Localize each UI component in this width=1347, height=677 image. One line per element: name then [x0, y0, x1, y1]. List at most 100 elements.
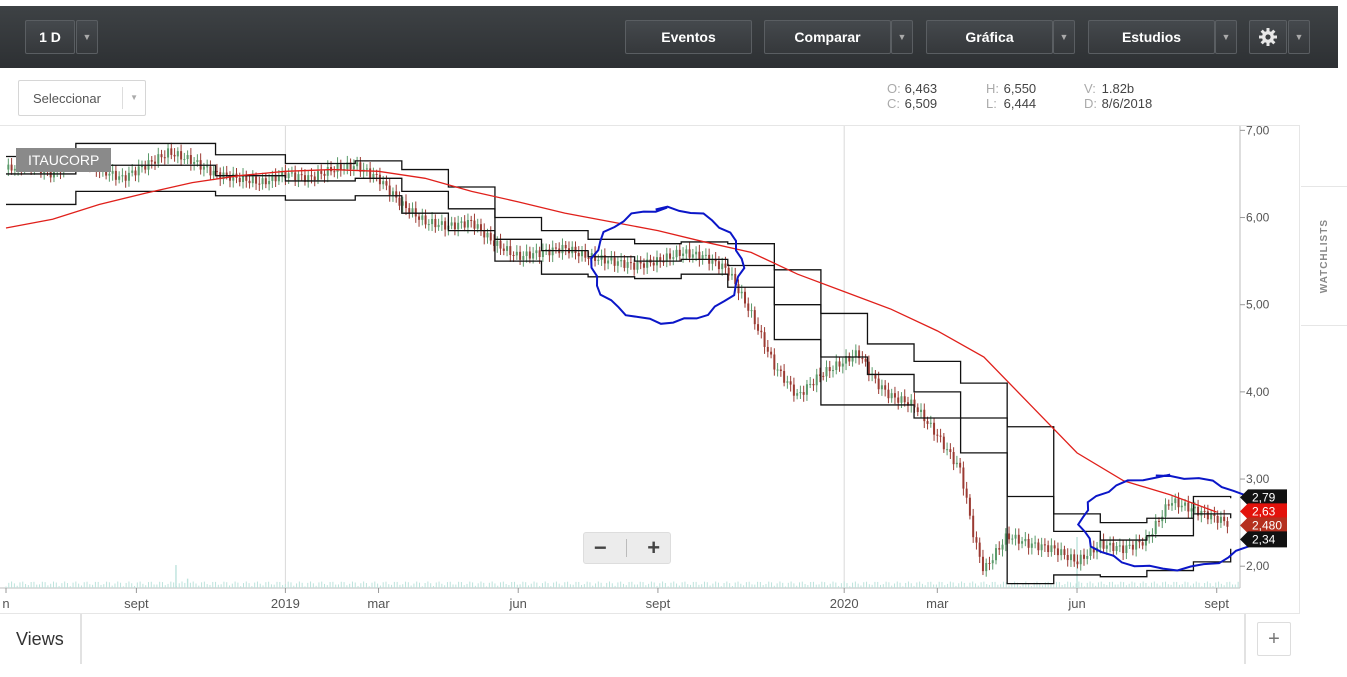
watchlists-tab[interactable]: WATCHLISTS: [1301, 186, 1347, 326]
candle-body: [1066, 554, 1069, 561]
channel-lower-line: [6, 190, 1232, 585]
candle-body: [890, 393, 893, 399]
candle-body: [704, 254, 707, 256]
candle-body: [297, 174, 300, 181]
candle-body: [238, 177, 241, 183]
candle-body: [939, 435, 942, 437]
price-badge: [1240, 517, 1287, 534]
candle-body: [828, 367, 831, 372]
bottom-divider: [0, 613, 1300, 614]
candle-body: [991, 560, 994, 564]
candle-body: [880, 385, 883, 390]
candle-body: [603, 255, 606, 264]
candle-body: [1128, 544, 1131, 546]
interval-caret-icon[interactable]: ▼: [76, 20, 98, 54]
candle-body: [701, 255, 704, 260]
price-badge-label: 2,79: [1252, 490, 1276, 504]
zoom-divider: [626, 539, 628, 557]
chart-type-button[interactable]: Gráfica: [926, 20, 1053, 54]
candle-body: [551, 247, 554, 256]
candle-body: [923, 409, 926, 422]
candle-body: [662, 261, 665, 263]
chart-type-caret-icon[interactable]: ▼: [1053, 20, 1075, 54]
candle-body: [212, 170, 215, 176]
candle-body: [867, 361, 870, 375]
candle-body: [444, 221, 447, 230]
candle-body: [144, 166, 147, 170]
candle-body: [470, 219, 473, 221]
candle-body: [678, 249, 681, 256]
views-tab[interactable]: Views: [0, 614, 82, 664]
candle-body: [388, 185, 391, 196]
ohlc-open-close: O: 6,463 C: 6,509: [887, 81, 937, 111]
candle-body: [274, 174, 277, 182]
footer-divider: [1244, 614, 1246, 664]
chart-area[interactable]: 7,00 6,00 5,00 4,00 3,00 2,00 n sept 2019 mar jun s…: [0, 125, 1300, 613]
candle-body: [978, 542, 981, 557]
candle-body: [206, 166, 209, 168]
candle-body: [1001, 544, 1004, 550]
candle-body: [786, 381, 789, 383]
candle-body: [486, 232, 489, 238]
candle-body: [1122, 545, 1125, 554]
price-badge: [1240, 531, 1287, 548]
close-label: C:: [887, 96, 900, 111]
study-select[interactable]: Seleccionar ▼: [18, 80, 146, 116]
settings-caret-icon[interactable]: ▼: [1288, 20, 1310, 54]
candle-body: [476, 224, 479, 229]
candle-body: [685, 249, 688, 254]
zoom-out-button[interactable]: −: [593, 535, 607, 560]
candle-body: [913, 399, 916, 408]
candle-body: [336, 164, 339, 172]
candle-body: [792, 384, 795, 396]
candle-body: [968, 497, 971, 516]
watchlists-label: WATCHLISTS: [1318, 218, 1330, 294]
candle-body: [1135, 540, 1138, 550]
candle-body: [1030, 543, 1033, 548]
candle-body: [284, 171, 287, 179]
candle-body: [822, 375, 825, 377]
candle-body: [163, 157, 166, 159]
candle-body: [1040, 544, 1043, 551]
studies-caret-icon[interactable]: ▼: [1215, 20, 1237, 54]
candle-body: [1184, 502, 1187, 506]
candle-body: [1171, 503, 1174, 506]
candle-body: [796, 393, 799, 396]
candle-body: [160, 154, 163, 158]
date-value: 8/6/2018: [1101, 96, 1153, 111]
add-view-button[interactable]: +: [1257, 622, 1291, 656]
candle-body: [173, 154, 176, 157]
candle-body: [812, 383, 815, 386]
candle-body: [959, 462, 962, 468]
candle-body: [489, 232, 492, 241]
candle-body: [127, 172, 130, 181]
candle-body: [167, 148, 170, 158]
candle-body: [906, 402, 909, 406]
candle-body: [228, 174, 231, 181]
channel-upper-line: [6, 142, 1232, 524]
y-tick-label: 4,00: [1246, 385, 1270, 399]
events-button[interactable]: Eventos: [625, 20, 752, 54]
candle-body: [1017, 534, 1020, 544]
x-tick-label: 2019: [271, 596, 300, 611]
interval-button[interactable]: 1 D: [25, 20, 75, 54]
price-chart[interactable]: 7,00 6,00 5,00 4,00 3,00 2,00 n sept 2019 mar jun s…: [0, 126, 1300, 614]
candle-body: [1109, 542, 1112, 546]
settings-button[interactable]: [1249, 20, 1287, 54]
candle-body: [1226, 521, 1229, 527]
compare-button[interactable]: Comparar: [764, 20, 891, 54]
candle-body: [121, 175, 124, 177]
x-tick-label: n: [2, 596, 9, 611]
candle-body: [965, 488, 968, 498]
studies-button[interactable]: Estudios: [1088, 20, 1215, 54]
compare-caret-icon[interactable]: ▼: [891, 20, 913, 54]
candle-body: [251, 176, 254, 184]
candle-body: [897, 397, 900, 403]
x-tick-label: sept: [124, 596, 149, 611]
candle-body: [916, 407, 919, 413]
candle-body: [929, 422, 932, 424]
candle-body: [766, 346, 769, 352]
candle-body: [209, 166, 212, 176]
zoom-in-button[interactable]: +: [647, 535, 661, 560]
candle-body: [418, 216, 421, 220]
